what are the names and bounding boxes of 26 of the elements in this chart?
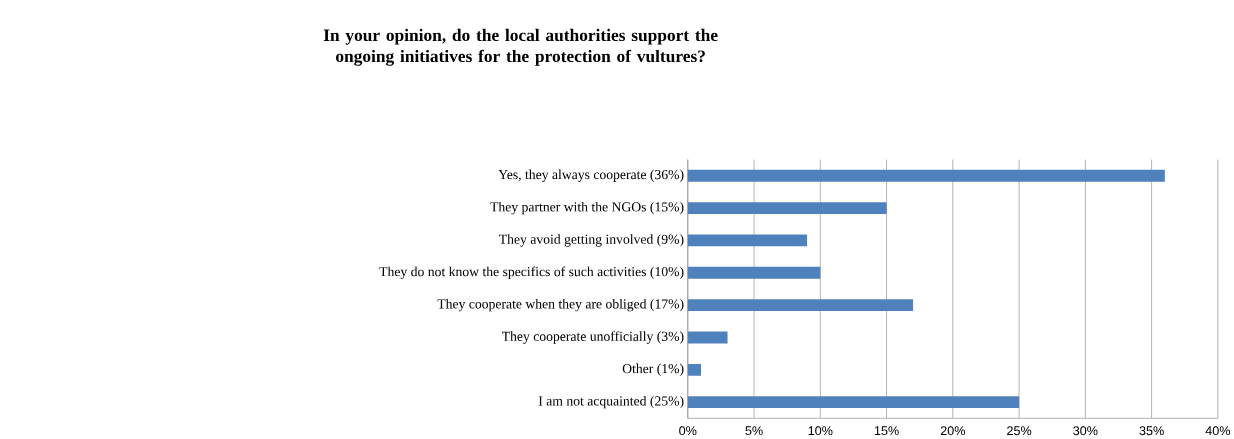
x-tick-label: 15%	[874, 426, 899, 436]
y-tick-label: I am not acquainted (25%)	[538, 396, 684, 409]
x-tick-label: 35%	[1139, 426, 1164, 436]
x-tick-label: 10%	[808, 426, 833, 436]
x-tick-label: 25%	[1007, 426, 1032, 436]
bar	[687, 202, 887, 215]
bar	[687, 234, 808, 247]
x-tick-label: 20%	[940, 426, 965, 436]
text: In your opinion, do the local authorities support the ongoing initiatives for the protection of vultures?	[323, 29, 718, 66]
y-tick-label: They avoid getting involved (9%)	[499, 234, 684, 247]
x-tick-label: 0%	[679, 426, 697, 436]
bar	[687, 364, 702, 376]
x-tick-label: 30%	[1073, 426, 1098, 436]
y-tick-label: Yes, they always cooperate (36%)	[498, 169, 684, 183]
x-tick-label: 40%	[1205, 426, 1231, 436]
bar	[687, 267, 821, 279]
y-tick-label: They cooperate unofficially (3%)	[501, 331, 684, 344]
y-tick-label: They do not know the specifics of such activities (10%)	[379, 266, 684, 280]
y-tick-label: They partner with the NGOs (15%)	[490, 202, 684, 215]
y-tick-label: Other (1%)	[622, 363, 684, 377]
x-tick-label: 5%	[745, 426, 763, 436]
bar	[687, 396, 1020, 409]
bar	[687, 299, 914, 312]
bar	[687, 331, 728, 344]
y-tick-label: They cooperate when they are obliged (17%)	[437, 299, 684, 312]
bar	[687, 170, 1165, 182]
